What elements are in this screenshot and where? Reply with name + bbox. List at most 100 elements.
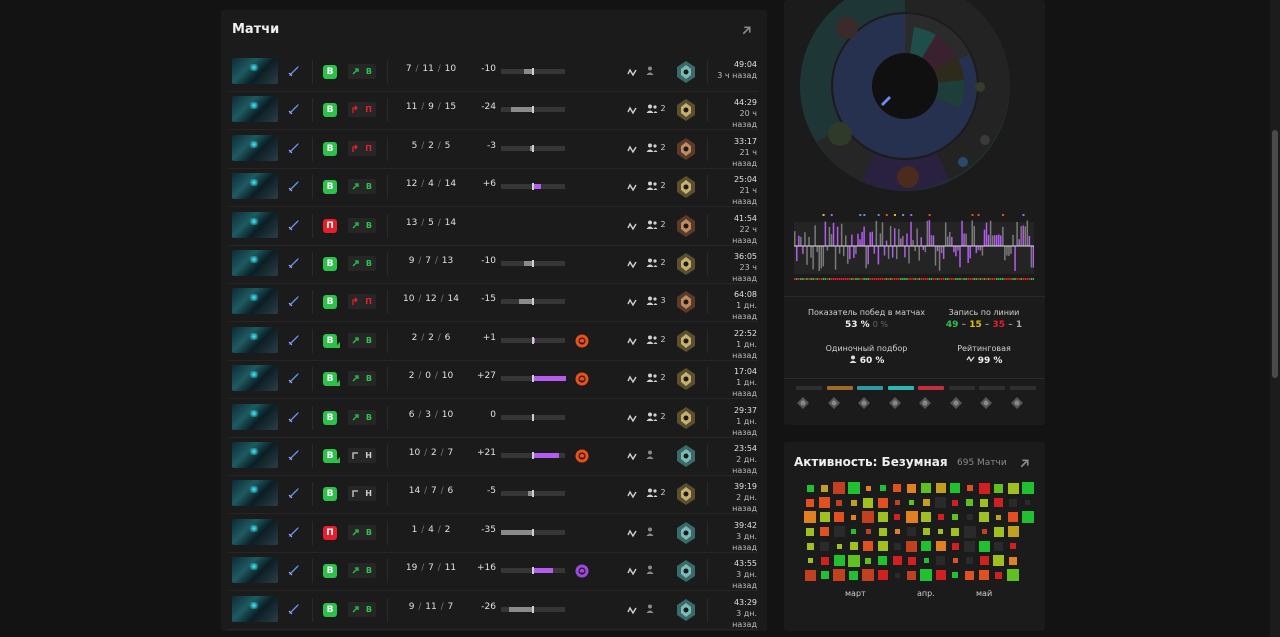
activity-cell[interactable]	[877, 512, 888, 522]
page-scrollbar[interactable]	[1270, 0, 1280, 637]
activity-cell[interactable]	[865, 557, 871, 564]
scrollbar-thumb[interactable]	[1272, 130, 1278, 378]
activity-cell[interactable]	[907, 483, 916, 493]
activity-cell[interactable]	[833, 526, 845, 537]
activity-cell[interactable]	[893, 484, 901, 492]
activity-cell[interactable]	[1007, 569, 1019, 581]
match-row[interactable]: П В 13 / 5 / 14 2 41:54 22 ч назад	[229, 208, 758, 246]
activity-cell[interactable]	[1021, 511, 1034, 523]
match-row[interactable]: В В 9 / 7 / 13 -10 2 36:05 23 ч назад	[229, 246, 758, 284]
activity-cell[interactable]	[907, 570, 916, 580]
activity-cell[interactable]	[807, 558, 813, 563]
activity-cell[interactable]	[877, 541, 888, 551]
activity-cell[interactable]	[819, 512, 830, 522]
activity-cell[interactable]	[849, 542, 858, 550]
activity-cell[interactable]	[833, 482, 845, 494]
activity-cell[interactable]	[921, 512, 931, 522]
activity-cell[interactable]	[907, 527, 916, 536]
hero-portrait[interactable]	[232, 365, 278, 392]
open-external-icon[interactable]	[740, 24, 753, 37]
activity-cell[interactable]	[863, 497, 873, 508]
activity-cell[interactable]	[894, 500, 900, 505]
activity-cell[interactable]	[963, 525, 976, 538]
activity-cell[interactable]	[952, 572, 958, 578]
activity-cell[interactable]	[993, 555, 1004, 566]
activity-cell[interactable]	[892, 556, 902, 565]
activity-cell[interactable]	[894, 514, 900, 520]
activity-cell[interactable]	[877, 497, 888, 508]
activity-cell[interactable]	[1010, 543, 1016, 549]
activity-cell[interactable]	[877, 570, 888, 580]
activity-cell[interactable]	[994, 483, 1003, 493]
activity-cell[interactable]	[979, 556, 989, 565]
match-row[interactable]: В Н 10 / 2 / 7 +21 23:54 2 дн. назад	[229, 438, 758, 476]
activity-cell[interactable]	[819, 497, 830, 508]
hero-portrait[interactable]	[232, 250, 278, 276]
match-row[interactable]: В В 2 / 2 / 6 +1 2 22:52 1 дн. назад	[229, 323, 758, 361]
activity-cell[interactable]	[850, 499, 857, 506]
hero-portrait[interactable]	[232, 58, 278, 84]
activity-cell[interactable]	[836, 499, 842, 506]
activity-cell[interactable]	[981, 529, 987, 534]
activity-cell[interactable]	[980, 498, 988, 507]
activity-cell[interactable]	[994, 541, 1003, 551]
activity-cell[interactable]	[851, 529, 856, 534]
activity-cell[interactable]	[951, 542, 959, 550]
activity-cell[interactable]	[804, 511, 816, 523]
activity-cell[interactable]	[865, 485, 871, 491]
activity-cell[interactable]	[851, 514, 856, 520]
activity-cell[interactable]	[906, 540, 917, 552]
match-row[interactable]: В В 6 / 3 / 10 0 2 29:37 1 дн. назад	[229, 400, 758, 438]
activity-cell[interactable]	[994, 498, 1003, 507]
activity-cell[interactable]	[834, 512, 844, 522]
activity-cell[interactable]	[1007, 482, 1019, 494]
activity-cell[interactable]	[878, 556, 887, 565]
match-row[interactable]: В Н 14 / 7 / 6 -5 2 39:19 2 дн. назад	[229, 476, 758, 515]
activity-cell[interactable]	[935, 541, 946, 551]
activity-cell[interactable]	[893, 542, 901, 550]
activity-cell[interactable]	[1009, 556, 1017, 565]
activity-cell[interactable]	[978, 482, 990, 494]
activity-cell[interactable]	[820, 556, 829, 565]
activity-cell[interactable]	[847, 482, 860, 494]
activity-cell[interactable]	[921, 483, 931, 493]
hero-portrait[interactable]	[232, 288, 278, 315]
activity-cell[interactable]	[821, 484, 828, 492]
match-row[interactable]: В В 7 / 11 / 10 -10 49:04 3 ч назад	[229, 54, 758, 92]
activity-cell[interactable]	[820, 571, 829, 579]
activity-cell[interactable]	[847, 554, 860, 567]
match-row[interactable]: П В 1 / 4 / 2 -35 39:42 3 дн. назад	[229, 515, 758, 553]
activity-cell[interactable]	[806, 498, 814, 507]
hero-portrait[interactable]	[232, 211, 278, 238]
activity-cell[interactable]	[820, 527, 829, 536]
activity-cell[interactable]	[965, 570, 974, 580]
activity-cell[interactable]	[952, 558, 958, 563]
activity-cell[interactable]	[806, 542, 814, 550]
hero-portrait[interactable]	[232, 96, 278, 123]
activity-cell[interactable]	[862, 511, 874, 523]
activity-cell[interactable]	[979, 570, 989, 580]
activity-cell[interactable]	[820, 541, 829, 551]
activity-cell[interactable]	[894, 529, 900, 534]
match-row[interactable]: В П 10 / 12 / 14 -15 3 64:08 1 дн. назад	[229, 284, 758, 323]
activity-cell[interactable]	[1025, 500, 1030, 505]
hero-portrait[interactable]	[232, 134, 278, 161]
match-row[interactable]: В П 5 / 2 / 5 -3 2 33:17 21 ч назад	[229, 131, 758, 169]
activity-cell[interactable]	[937, 514, 944, 520]
activity-cell[interactable]	[966, 485, 973, 491]
activity-cell[interactable]	[863, 541, 873, 551]
activity-cell[interactable]	[978, 540, 990, 552]
activity-cell[interactable]	[833, 569, 845, 581]
hero-portrait[interactable]	[232, 480, 278, 507]
hero-portrait[interactable]	[232, 595, 278, 622]
activity-cell[interactable]	[935, 483, 946, 493]
activity-cell[interactable]	[952, 514, 958, 520]
activity-cell[interactable]	[905, 511, 918, 523]
activity-cell[interactable]	[979, 512, 989, 522]
activity-cell[interactable]	[935, 570, 946, 580]
activity-cell[interactable]	[909, 500, 914, 505]
activity-cell[interactable]	[804, 569, 816, 581]
activity-cell[interactable]	[995, 571, 1002, 579]
activity-cell[interactable]	[836, 543, 842, 549]
match-row[interactable]: В В 9 / 11 / 7 -26 43:29 3 дн. назад	[229, 592, 758, 630]
